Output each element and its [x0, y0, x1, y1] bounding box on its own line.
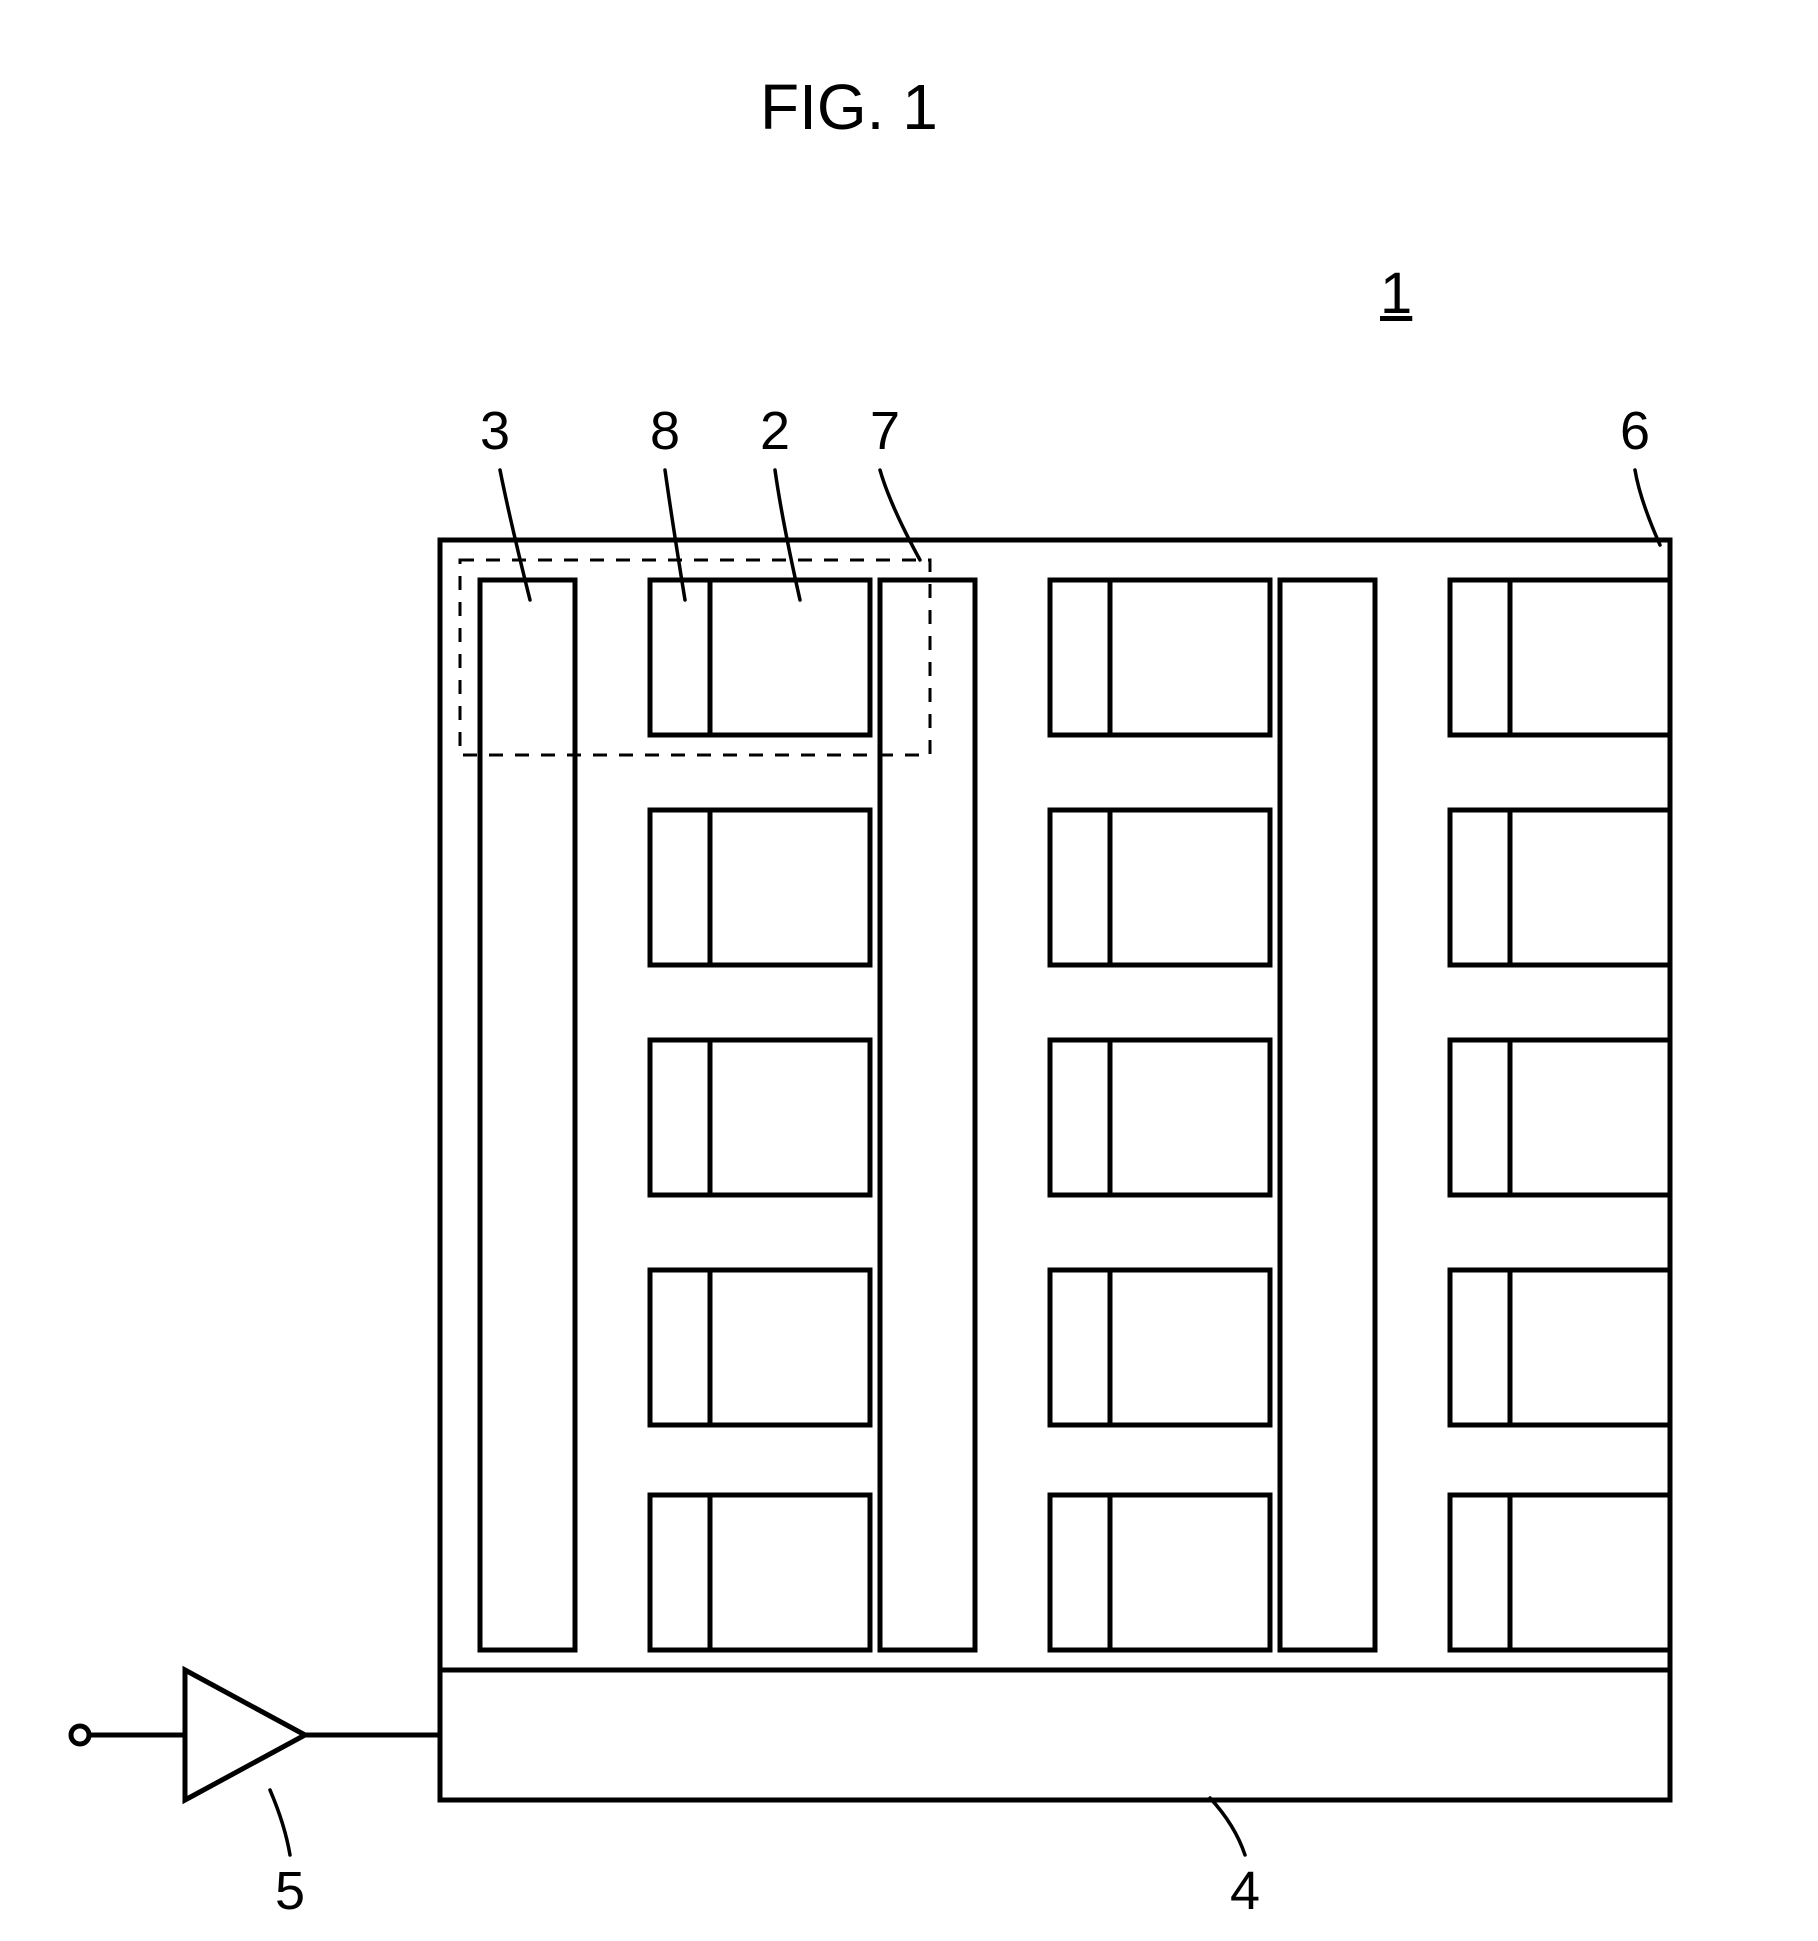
pixel-cell	[1050, 1040, 1270, 1195]
pixel-cell	[650, 580, 870, 735]
pixel-cell	[1050, 1270, 1270, 1425]
terminal-node-icon	[71, 1726, 89, 1744]
vertical-drive-line	[1280, 580, 1375, 1650]
callout-label-2: 2	[760, 400, 790, 462]
callout-label-8: 8	[650, 400, 680, 462]
pixel-cell	[650, 810, 870, 965]
callout-leader	[1635, 470, 1660, 545]
pixel-cell	[1450, 810, 1670, 965]
callout-label-7: 7	[870, 400, 900, 462]
pixel-cell	[650, 1495, 870, 1650]
pixel-cell	[1050, 1495, 1270, 1650]
callout-label-3: 3	[480, 400, 510, 462]
pixel-cell	[1050, 810, 1270, 965]
pixel-cell	[1450, 1495, 1670, 1650]
buffer-amplifier-icon	[185, 1670, 305, 1800]
pixel-cell	[1450, 1270, 1670, 1425]
vertical-drive-line	[880, 580, 975, 1650]
pixel-cell	[650, 1040, 870, 1195]
signal-line-block	[440, 1670, 1670, 1800]
callout-label-5: 5	[275, 1860, 305, 1922]
callout-leader	[270, 1790, 290, 1855]
vertical-drive-line	[480, 580, 575, 1650]
diagram-svg	[0, 0, 1818, 1941]
figure-stage: FIG. 1 1 3827654	[0, 0, 1818, 1941]
callout-leader	[1210, 1798, 1245, 1855]
pixel-cell	[1450, 580, 1670, 735]
pixel-cell	[1450, 1040, 1670, 1195]
callout-label-4: 4	[1230, 1860, 1260, 1922]
pixel-cell	[650, 1270, 870, 1425]
pixel-cell	[1050, 580, 1270, 735]
callout-label-6: 6	[1620, 400, 1650, 462]
